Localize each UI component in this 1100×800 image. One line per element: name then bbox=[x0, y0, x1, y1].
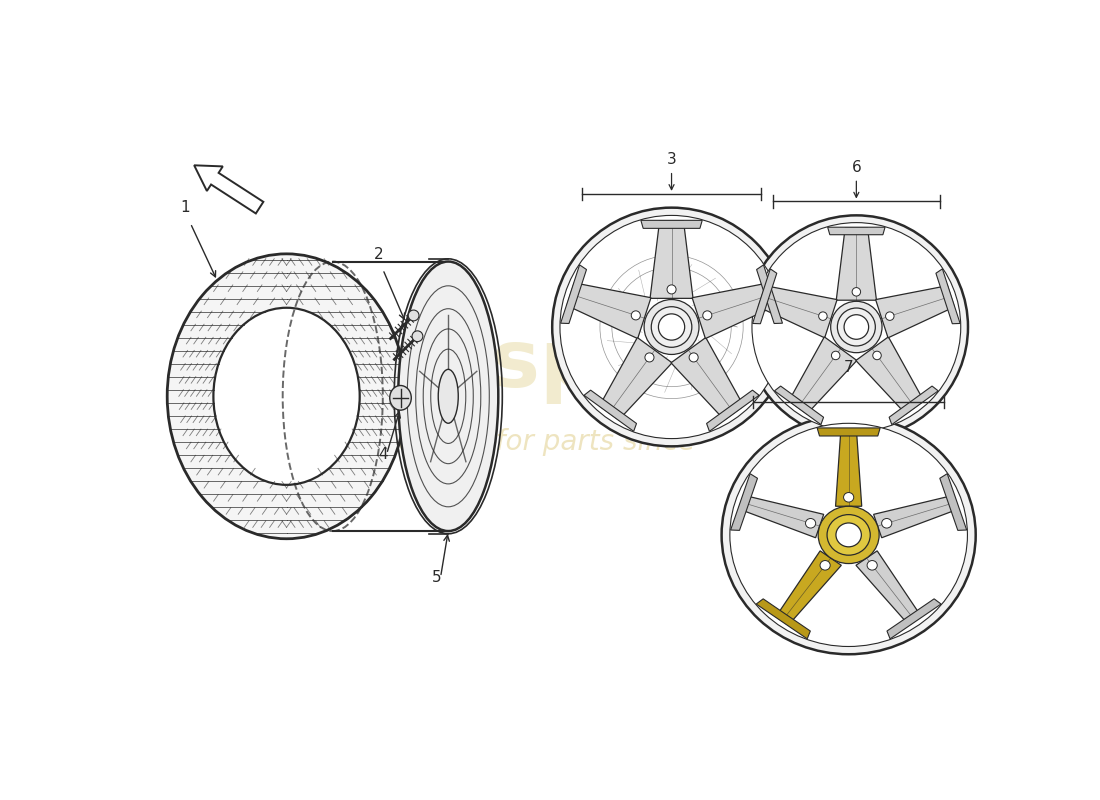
Ellipse shape bbox=[836, 523, 861, 547]
Ellipse shape bbox=[167, 254, 406, 538]
Polygon shape bbox=[758, 286, 837, 338]
Text: 7: 7 bbox=[844, 360, 854, 374]
Polygon shape bbox=[757, 265, 782, 323]
Polygon shape bbox=[856, 337, 924, 414]
Circle shape bbox=[832, 351, 840, 360]
Text: 3: 3 bbox=[667, 152, 676, 167]
Circle shape bbox=[689, 353, 698, 362]
Polygon shape bbox=[889, 386, 938, 425]
Polygon shape bbox=[827, 227, 886, 234]
Circle shape bbox=[552, 208, 791, 446]
Polygon shape bbox=[584, 390, 637, 431]
Text: 5: 5 bbox=[432, 570, 441, 585]
Polygon shape bbox=[566, 283, 651, 338]
Polygon shape bbox=[836, 228, 877, 300]
Polygon shape bbox=[600, 338, 672, 420]
Ellipse shape bbox=[820, 561, 830, 570]
Polygon shape bbox=[789, 337, 857, 414]
Polygon shape bbox=[692, 283, 777, 338]
Ellipse shape bbox=[805, 518, 816, 528]
Polygon shape bbox=[873, 495, 958, 538]
Polygon shape bbox=[876, 286, 955, 338]
Ellipse shape bbox=[438, 370, 459, 423]
Text: a passion for parts since: a passion for parts since bbox=[355, 429, 695, 457]
Text: 6: 6 bbox=[851, 159, 861, 174]
Circle shape bbox=[659, 314, 684, 340]
Circle shape bbox=[645, 353, 654, 362]
Ellipse shape bbox=[881, 518, 892, 528]
Polygon shape bbox=[641, 220, 702, 228]
Polygon shape bbox=[836, 429, 861, 506]
Circle shape bbox=[408, 310, 419, 321]
Polygon shape bbox=[939, 474, 967, 530]
Ellipse shape bbox=[844, 493, 854, 502]
Circle shape bbox=[844, 314, 869, 339]
Polygon shape bbox=[739, 495, 824, 538]
Polygon shape bbox=[752, 269, 777, 324]
Ellipse shape bbox=[722, 415, 976, 654]
Circle shape bbox=[412, 331, 422, 342]
Circle shape bbox=[886, 312, 894, 320]
Polygon shape bbox=[730, 474, 758, 530]
Circle shape bbox=[745, 215, 968, 438]
Text: 1: 1 bbox=[180, 200, 189, 215]
Circle shape bbox=[818, 312, 827, 320]
Circle shape bbox=[837, 308, 876, 346]
Circle shape bbox=[560, 215, 783, 438]
Polygon shape bbox=[856, 551, 922, 625]
Polygon shape bbox=[650, 221, 693, 298]
Polygon shape bbox=[671, 338, 744, 420]
Circle shape bbox=[872, 351, 881, 360]
Circle shape bbox=[645, 299, 698, 354]
Ellipse shape bbox=[818, 506, 879, 563]
Circle shape bbox=[651, 306, 692, 347]
Text: 2: 2 bbox=[374, 246, 384, 262]
Circle shape bbox=[631, 311, 640, 320]
Ellipse shape bbox=[827, 514, 870, 555]
Ellipse shape bbox=[867, 561, 878, 570]
Circle shape bbox=[752, 222, 960, 431]
Polygon shape bbox=[706, 390, 759, 431]
Circle shape bbox=[830, 302, 882, 353]
Text: eurospares: eurospares bbox=[286, 326, 795, 405]
Circle shape bbox=[667, 285, 676, 294]
Polygon shape bbox=[936, 269, 960, 324]
Polygon shape bbox=[817, 428, 880, 436]
Ellipse shape bbox=[213, 308, 360, 485]
Ellipse shape bbox=[389, 386, 411, 410]
Polygon shape bbox=[561, 265, 586, 323]
Polygon shape bbox=[756, 599, 811, 639]
Polygon shape bbox=[887, 599, 942, 639]
Text: 4: 4 bbox=[378, 446, 387, 462]
Polygon shape bbox=[774, 386, 824, 425]
Circle shape bbox=[852, 287, 860, 296]
Polygon shape bbox=[776, 551, 842, 625]
FancyArrow shape bbox=[195, 166, 263, 214]
Ellipse shape bbox=[730, 423, 967, 646]
Circle shape bbox=[703, 311, 712, 320]
Ellipse shape bbox=[398, 262, 498, 531]
